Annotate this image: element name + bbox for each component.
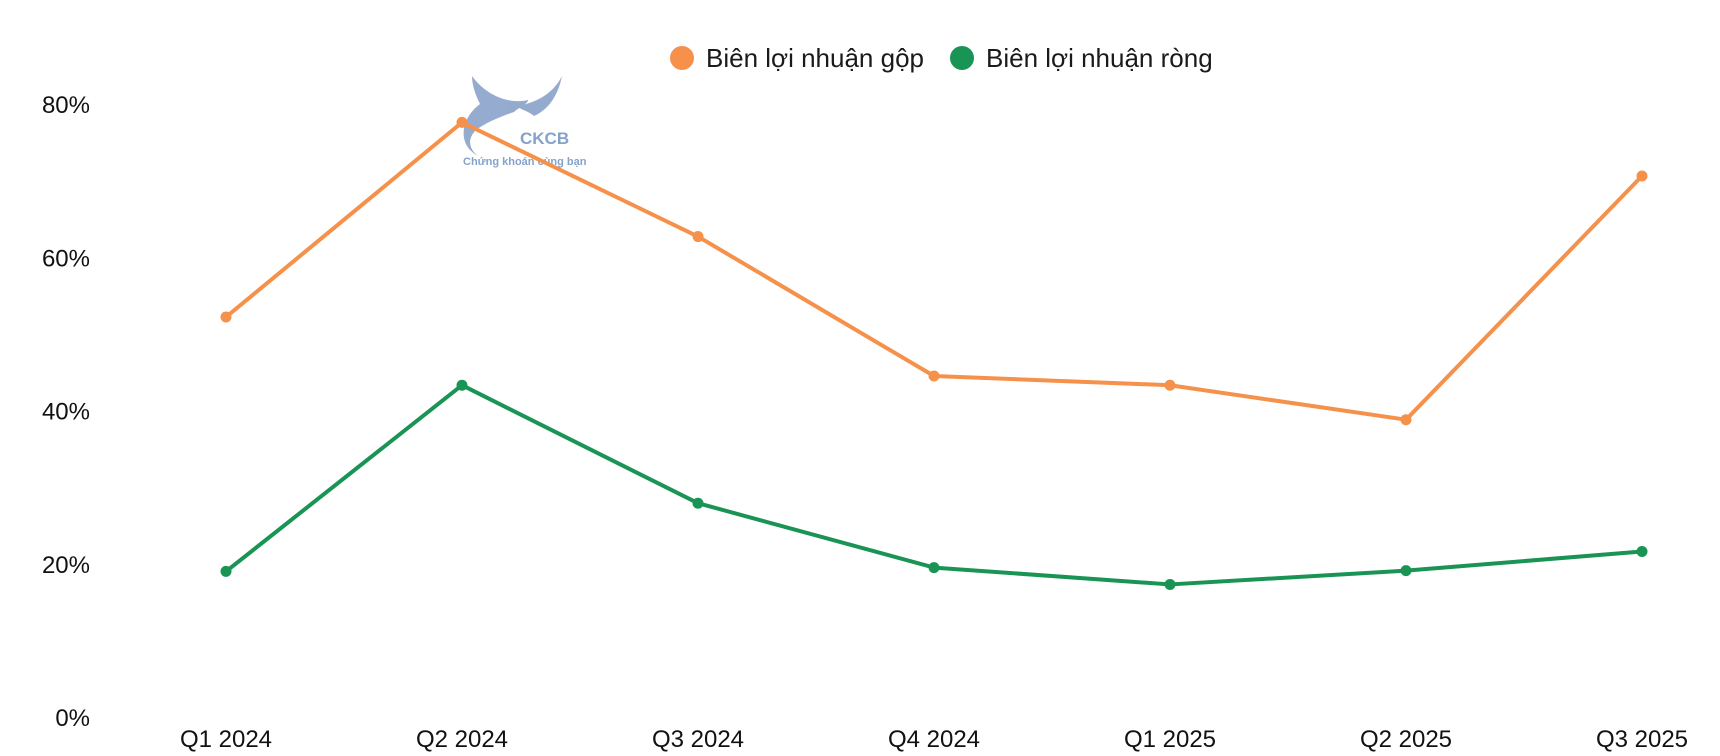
series-line [224,383,1644,587]
x-axis: Q1 2024 Q2 2024 Q3 2024 Q4 2024 Q1 2025 Q2 20… [180,726,1688,753]
data-point[interactable] [692,497,704,509]
series-layer [220,116,1648,590]
whale-tail-icon [463,76,528,156]
x-tick-label: Q2 2024 [416,726,508,753]
data-point[interactable] [456,116,468,128]
x-tick-label: Q3 2024 [652,726,744,753]
data-point[interactable] [1400,565,1412,577]
series-net-margin [220,379,1648,590]
data-point[interactable] [220,311,232,323]
y-axis: 0% 20% 40% 60% 80% [42,92,90,732]
legend-label-net-margin: Biên lợi nhuận ròng [986,43,1213,73]
legend: Biên lợi nhuận gộp Biên lợi nhuận ròng [670,43,1213,73]
data-point[interactable] [456,379,468,391]
y-tick-label: 40% [42,399,90,426]
data-point[interactable] [1636,170,1648,182]
x-tick-label: Q1 2025 [1124,726,1216,753]
legend-label-gross-margin: Biên lợi nhuận gộp [706,43,924,73]
legend-marker-net-margin [950,46,974,70]
series-gross-margin [220,116,1648,426]
y-tick-label: 80% [42,92,90,119]
watermark: CKCB Chứng khoán cùng bạn [463,76,587,168]
whale-tail-icon-right [516,76,562,116]
data-point[interactable] [928,562,940,574]
data-point[interactable] [1636,545,1648,557]
x-tick-label: Q3 2025 [1596,726,1688,753]
data-point[interactable] [1164,578,1176,590]
y-tick-label: 60% [42,245,90,272]
x-tick-label: Q1 2024 [180,726,272,753]
data-point[interactable] [1164,379,1176,391]
legend-marker-gross-margin [670,46,694,70]
data-point[interactable] [220,565,232,577]
data-point[interactable] [692,231,704,243]
data-point[interactable] [1400,414,1412,426]
data-point[interactable] [928,370,940,382]
x-tick-label: Q4 2024 [888,726,980,753]
watermark-tagline: Chứng khoán cùng bạn [463,156,587,168]
y-tick-label: 0% [55,705,90,732]
y-tick-label: 20% [42,552,90,579]
x-tick-label: Q2 2025 [1360,726,1452,753]
watermark-name: CKCB [520,129,569,148]
